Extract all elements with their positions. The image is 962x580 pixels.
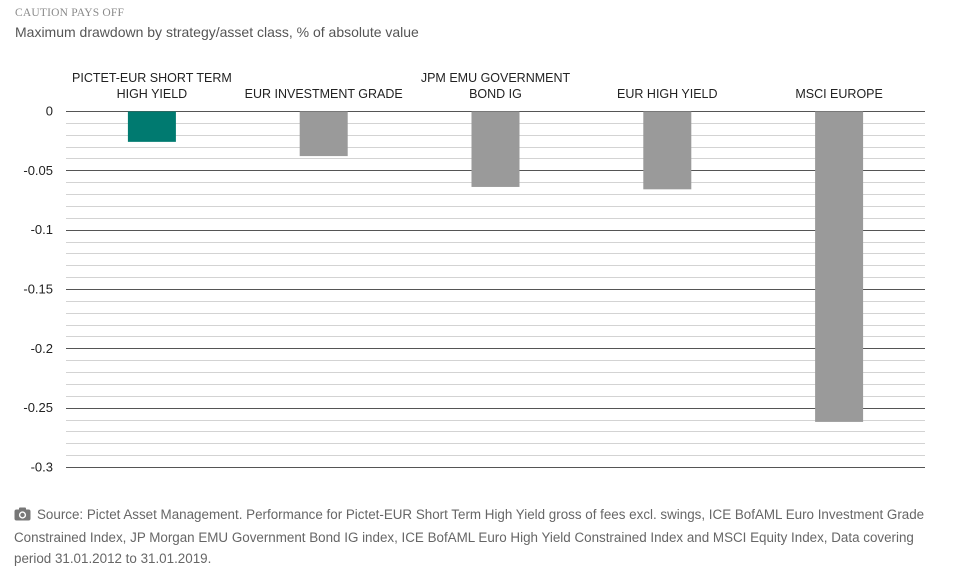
bar-4: [643, 111, 692, 190]
y-tick-label: -0.2: [31, 341, 53, 356]
bar-1: [127, 111, 176, 142]
bar-chart: 0 -0.05 -0.1 -0.15 -0.2 -0.25 -0.3 PICTET-EUR …: [23, 71, 925, 475]
y-tick-label: -0.3: [31, 460, 53, 475]
camera-icon: [14, 506, 31, 527]
bar-2: [299, 111, 348, 157]
chart-kicker: CAUTION PAYS OFF: [15, 7, 125, 19]
category-label: JPM EMU GOVERNMENT: [421, 71, 571, 85]
source-text: Source: Pictet Asset Management. Perform…: [14, 507, 925, 566]
category-label: HIGH YIELD: [117, 87, 188, 101]
bar-3: [471, 111, 520, 187]
grid-lines: [66, 111, 925, 468]
source-note: Source: Pictet Asset Management. Perform…: [14, 504, 949, 569]
bars: [127, 111, 864, 422]
category-label: BOND IG: [469, 87, 522, 101]
category-label: PICTET-EUR SHORT TERM: [72, 71, 232, 85]
category-label: MSCI EUROPE: [795, 87, 883, 101]
category-label: EUR HIGH YIELD: [617, 87, 718, 101]
y-axis-ticks: 0 -0.05 -0.1 -0.15 -0.2 -0.25 -0.3: [23, 104, 53, 475]
y-tick-label: 0: [46, 104, 53, 119]
y-tick-label: -0.15: [23, 282, 53, 297]
chart-subtitle: Maximum drawdown by strategy/asset class…: [15, 24, 419, 40]
y-tick-label: -0.05: [23, 163, 53, 178]
y-tick-label: -0.1: [31, 222, 53, 237]
category-labels: PICTET-EUR SHORT TERM HIGH YIELD EUR INVES…: [72, 71, 883, 101]
y-tick-label: -0.25: [23, 400, 53, 415]
bar-5: [815, 111, 864, 422]
category-label: EUR INVESTMENT GRADE: [245, 87, 403, 101]
